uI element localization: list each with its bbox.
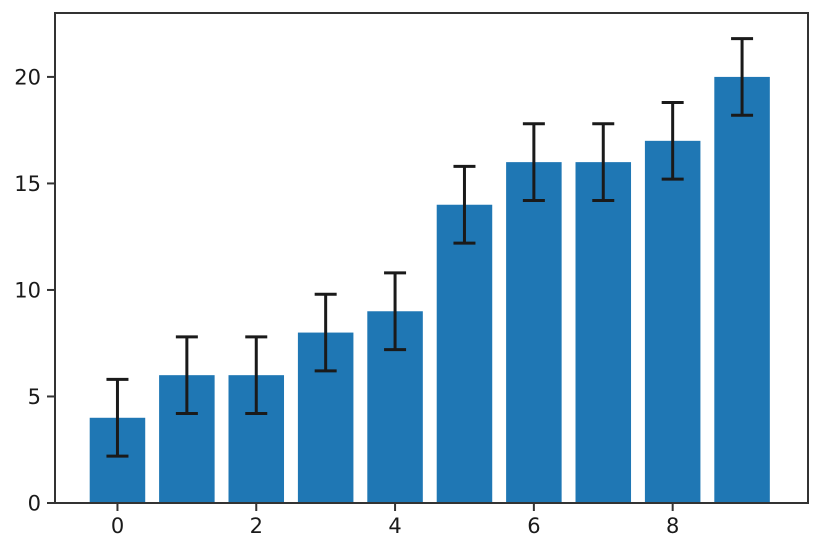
y-tick-label: 5 [28, 385, 41, 409]
x-tick-label: 8 [666, 514, 679, 538]
y-tick-label: 10 [14, 279, 41, 303]
x-tick-label: 0 [111, 514, 124, 538]
x-tick-label: 2 [250, 514, 263, 538]
bar [436, 204, 493, 504]
y-tick-label: 0 [28, 492, 41, 516]
y-tick-label: 20 [14, 65, 41, 89]
axes-spines [54, 12, 809, 504]
bar [644, 140, 701, 503]
bar [506, 162, 562, 503]
x-tick-label: 6 [527, 514, 540, 538]
bar [714, 76, 770, 503]
y-tick-label: 15 [14, 172, 41, 196]
bar [575, 162, 632, 503]
x-tick-label: 4 [388, 514, 401, 538]
